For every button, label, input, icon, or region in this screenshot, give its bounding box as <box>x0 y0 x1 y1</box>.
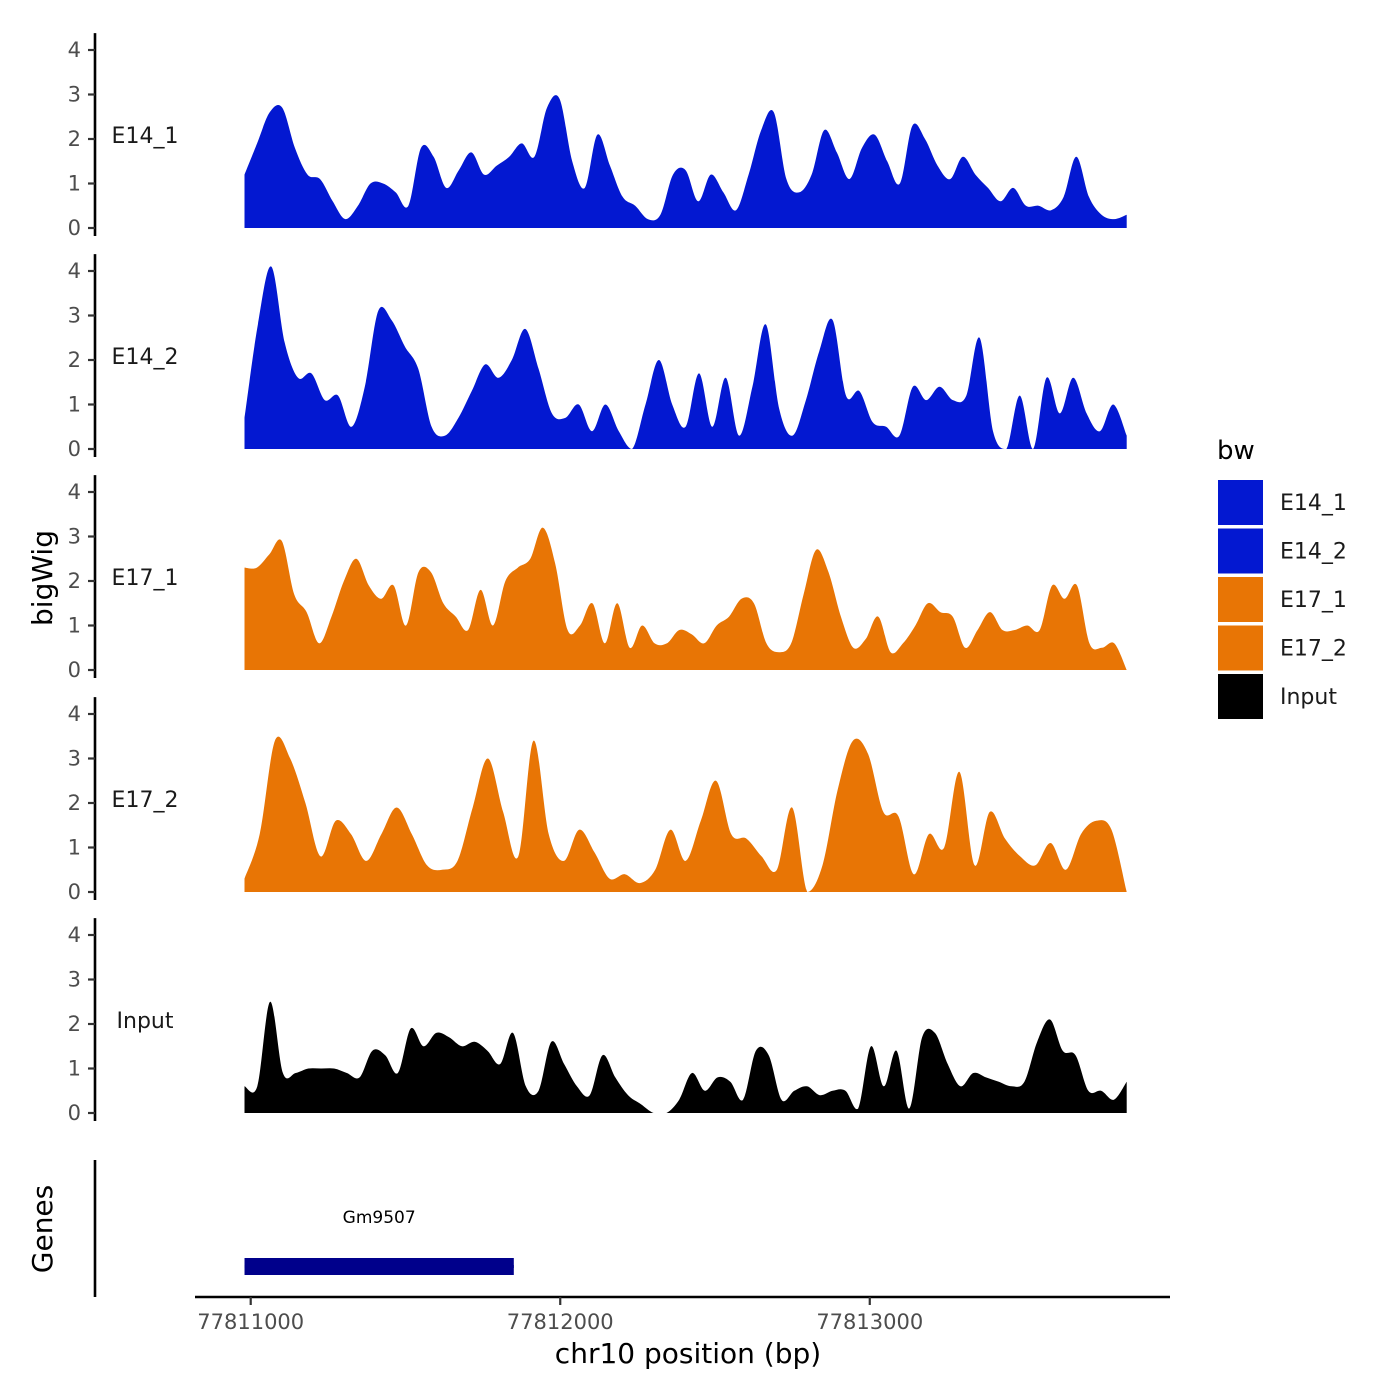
y-tick-label: 0 <box>68 437 81 461</box>
legend-title: bw <box>1217 436 1255 466</box>
track-label: Input <box>117 1009 174 1034</box>
y-tick-label: 4 <box>68 38 81 62</box>
track-label: E17_1 <box>112 566 179 591</box>
y-tick-label: 0 <box>68 658 81 682</box>
legend-items: E14_1 E14_2 E17_1 E17_2 Input <box>1218 480 1347 719</box>
legend-swatch <box>1218 577 1263 622</box>
y-tick-label: 2 <box>68 569 81 593</box>
legend-label: Input <box>1280 685 1337 710</box>
y-tick-label: 2 <box>68 348 81 372</box>
x-axis: 77811000 77812000 77813000 <box>195 1295 1170 1334</box>
y-tick-label: 2 <box>68 791 81 815</box>
y-tick-label: 2 <box>68 1012 81 1036</box>
y-tick-label: 4 <box>68 480 81 504</box>
y-axis-title: bigWig <box>26 530 59 626</box>
genes-axis-title: Genes <box>26 1185 59 1273</box>
x-tick-label: 77813000 <box>816 1310 923 1334</box>
legend-swatch <box>1218 480 1263 525</box>
coverage-area-E14_1 <box>244 95 1127 228</box>
coverage-area-E17_2 <box>244 736 1127 892</box>
y-tick-label: 0 <box>68 880 81 904</box>
y-tick-label: 3 <box>68 968 81 992</box>
y-tick-label: 3 <box>68 525 81 549</box>
coverage-area-E17_1 <box>244 527 1127 670</box>
legend-item-Input: Input <box>1218 674 1337 719</box>
legend-swatch <box>1218 674 1263 719</box>
legend-label: E17_2 <box>1280 637 1347 662</box>
legend-swatch <box>1218 528 1263 574</box>
legend-label: E14_2 <box>1280 540 1347 565</box>
legend-item-E17_2: E17_2 <box>1218 625 1347 671</box>
y-tick-label: 1 <box>68 1057 81 1081</box>
y-tick-label: 4 <box>68 702 81 726</box>
track-E17_2: 0 1 2 3 4 E17_2 <box>68 697 1127 904</box>
gene-Gm9507: Gm9507 <box>244 1208 514 1275</box>
y-tick-label: 1 <box>68 836 81 860</box>
y-tick-label: 3 <box>68 304 81 328</box>
legend-item-E14_2: E14_2 <box>1218 528 1347 574</box>
legend-swatch <box>1218 625 1263 671</box>
gene-label: Gm9507 <box>343 1208 416 1228</box>
legend-label: E14_1 <box>1280 491 1347 516</box>
legend-label: E17_1 <box>1280 588 1347 613</box>
x-tick-label: 77811000 <box>197 1310 304 1334</box>
y-tick-label: 0 <box>68 216 81 240</box>
track-Input: 0 1 2 3 4 Input <box>68 918 1127 1125</box>
y-tick-label: 3 <box>68 83 81 107</box>
track-label: E17_2 <box>112 788 179 813</box>
coverage-tracks: 0 1 2 3 4 E14_1 0 1 2 3 4 E14_2 0 1 2 3 4 E17_1 0 1 2 3 4 E17_2… <box>68 33 1127 1125</box>
genes-panel: Gm9507 <box>93 1160 514 1297</box>
y-tick-label: 3 <box>68 747 81 771</box>
y-tick-label: 4 <box>68 259 81 283</box>
x-tick-label: 77812000 <box>507 1310 614 1334</box>
y-tick-label: 2 <box>68 127 81 151</box>
y-tick-label: 1 <box>68 393 81 417</box>
x-axis-title: chr10 position (bp) <box>555 1337 821 1370</box>
legend-item-E14_1: E14_1 <box>1218 480 1347 525</box>
coverage-area-E14_2 <box>244 266 1127 449</box>
y-tick-label: 1 <box>68 172 81 196</box>
track-E17_1: 0 1 2 3 4 E17_1 <box>68 475 1127 682</box>
track-E14_1: 0 1 2 3 4 E14_1 <box>68 33 1127 240</box>
y-tick-label: 0 <box>68 1101 81 1125</box>
legend-item-E17_1: E17_1 <box>1218 577 1347 622</box>
track-E14_2: 0 1 2 3 4 E14_2 <box>68 254 1127 461</box>
y-tick-label: 4 <box>68 923 81 947</box>
y-tick-label: 1 <box>68 614 81 638</box>
gene-marks: Gm9507 <box>244 1208 514 1275</box>
legend: bw E14_1 E14_2 E17_1 E17_2 Input <box>1217 436 1347 719</box>
coverage-area-Input <box>244 1001 1127 1113</box>
track-label: E14_2 <box>112 345 179 370</box>
track-label: E14_1 <box>112 124 179 149</box>
